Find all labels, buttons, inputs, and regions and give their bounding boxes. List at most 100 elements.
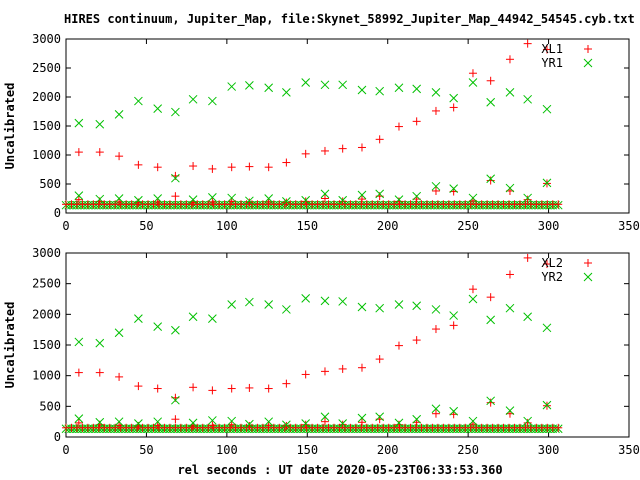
- data-point-s2-d2: [412, 84, 422, 94]
- data-point-s2-d2: [245, 81, 254, 90]
- data-point-s2-d2: [153, 322, 163, 331]
- data-point-s2-d2: [95, 338, 105, 348]
- data-point-s1: [264, 384, 273, 393]
- data-point-s1: [134, 382, 143, 391]
- data-point-s2: [264, 83, 274, 93]
- data-point-s1: [301, 370, 310, 379]
- data-point-s2-d2: [412, 301, 422, 311]
- data-point-s2: [412, 84, 422, 94]
- data-point-s4: [449, 184, 459, 193]
- data-point-s4-d2: [95, 417, 105, 427]
- legend-marker-d2: [583, 272, 593, 282]
- data-point-s1: [394, 341, 403, 350]
- data-point-s4-d2: [208, 416, 217, 425]
- data-point-s4: [523, 416, 533, 426]
- data-point-s2: [431, 305, 441, 314]
- data-point-s2: [208, 96, 217, 106]
- data-point-s2-d2: [264, 83, 274, 93]
- data-point-s2-d2: [505, 303, 515, 313]
- data-point-s2: [95, 119, 105, 129]
- data-point-s2-d2: [301, 294, 311, 303]
- data-point-s2-d2: [282, 88, 291, 97]
- data-point-s2: [431, 88, 441, 97]
- chart-title: HIRES continuum, Jupiter_Map, file:Skyne…: [64, 12, 635, 27]
- data-point-s1: [523, 253, 532, 262]
- data-point-s2: [468, 294, 478, 304]
- data-point-s1: [505, 55, 514, 64]
- data-point-s1: [189, 383, 198, 392]
- data-point-s2-d2: [153, 104, 163, 113]
- data-point-s1: [153, 384, 162, 393]
- legend-marker: [584, 45, 592, 53]
- y-tick-label: 3000: [32, 32, 61, 46]
- data-point-s4: [282, 197, 291, 206]
- data-point-s3: [171, 415, 180, 424]
- data-point-s1: [282, 158, 291, 167]
- data-point-s4: [505, 406, 515, 415]
- data-point-s3: [523, 418, 532, 427]
- data-point-s2: [505, 88, 515, 97]
- y-tick-label: 0: [54, 430, 61, 444]
- data-point-s4: [301, 419, 311, 428]
- data-point-s2: [114, 110, 124, 119]
- data-point-s4-d2: [412, 414, 422, 424]
- panel-1: 0 500 1000 1500 2000 2500 3000 0 50 100 150 200 250 3…: [3, 32, 640, 233]
- data-point-s4-d2: [188, 195, 198, 205]
- data-point-s2: [486, 97, 496, 107]
- data-point-s2: [227, 300, 237, 309]
- data-point-s1: [431, 106, 440, 115]
- data-point-s4: [114, 417, 124, 427]
- data-point-s2-d2: [320, 296, 330, 306]
- x-tick-label: 350: [618, 219, 640, 233]
- x-tick-label: 0: [62, 443, 69, 457]
- data-point-s4: [394, 195, 404, 205]
- data-point-s2-d2: [227, 82, 237, 91]
- data-point-s2-d2: [264, 300, 274, 309]
- data-point-s2-d2: [171, 107, 180, 117]
- x-tick-label: 150: [296, 443, 318, 457]
- data-point-s4: [375, 189, 385, 199]
- data-point-s1: [486, 293, 495, 302]
- data-point-s1: [375, 135, 384, 144]
- data-point-s2-d2: [523, 94, 533, 104]
- data-point-s4-d2: [74, 414, 84, 423]
- data-point-s2: [338, 297, 348, 306]
- data-point-s4-d2: [338, 195, 348, 205]
- data-point-s2-d2: [74, 118, 84, 128]
- data-point-s4: [153, 417, 163, 427]
- data-point-s4: [301, 195, 311, 205]
- data-point-s2-d2: [282, 305, 291, 314]
- data-point-s4-d2: [264, 194, 274, 203]
- data-point-s4: [95, 194, 105, 204]
- data-point-s4: [114, 194, 124, 203]
- legend-label: YR1: [541, 56, 563, 70]
- panel-2: 0 500 1000 1500 2000 2500 3000 0 50 100 150 200 250 3…: [3, 246, 640, 457]
- data-point-s4: [542, 400, 552, 410]
- data-point-s1: [542, 45, 551, 54]
- data-point-s1: [208, 386, 217, 395]
- data-point-s3: [394, 420, 403, 429]
- data-point-s4: [188, 418, 198, 428]
- data-point-s4: [468, 193, 478, 203]
- data-point-s4-d2: [171, 173, 180, 183]
- data-point-s2: [357, 85, 367, 95]
- data-point-s3: [338, 197, 347, 206]
- data-point-s2: [523, 312, 533, 322]
- data-point-s3: [486, 398, 495, 407]
- data-point-s4-d2: [468, 416, 478, 426]
- data-point-s1: [95, 148, 104, 157]
- data-point-s2: [542, 323, 552, 333]
- data-point-s4-d2: [74, 191, 84, 200]
- data-point-s4: [320, 189, 330, 199]
- y-tick-label: 1500: [32, 338, 61, 352]
- data-point-s2: [357, 302, 367, 312]
- data-point-s3: [115, 421, 124, 430]
- data-point-s4-d2: [394, 195, 404, 205]
- data-point-s4-d2: [171, 395, 180, 405]
- x-tick-label: 50: [139, 443, 153, 457]
- data-point-s3: [357, 418, 366, 427]
- data-point-s2-d2: [523, 312, 533, 322]
- data-point-s3: [227, 420, 236, 429]
